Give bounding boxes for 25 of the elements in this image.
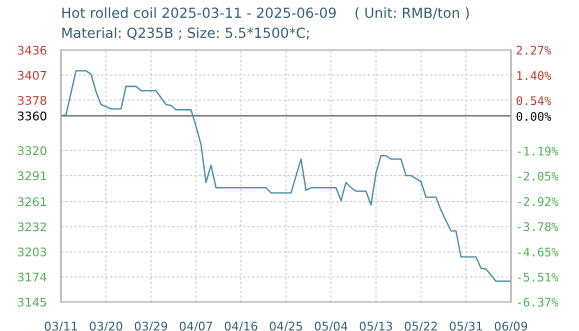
y-tick-label: 3291 <box>18 171 46 180</box>
y-tick-label: 3174 <box>18 272 46 282</box>
chart-subtitle: Material: Q235B ; Size: 5.5*1500*C; <box>62 27 309 40</box>
chart-title: Hot rolled coil 2025-03-11 - 2025-06-09 ( Unit: RMB/ton ) <box>62 7 469 20</box>
y2-tick-label: 0.00% <box>516 112 552 121</box>
y2-tick-label: -2.05% <box>518 172 558 181</box>
y2-tick-label: -5.51% <box>518 272 558 282</box>
y2-tick-label: -2.92% <box>518 197 558 206</box>
y2-tick-label: 0.54% <box>516 96 552 106</box>
y-tick-label: 3360 <box>18 112 46 120</box>
y-tick-label: 3232 <box>18 222 46 232</box>
y-tick-label: 3145 <box>18 298 46 307</box>
y2-tick-label: -6.37% <box>518 298 558 307</box>
line-series <box>61 70 511 282</box>
y-tick-label: 3407 <box>18 70 46 80</box>
y2-tick-label: -4.65% <box>518 248 558 257</box>
y2-tick-label: 2.27% <box>516 46 552 55</box>
y-tick-label: 3436 <box>18 46 46 55</box>
y2-tick-label: 1.40% <box>517 71 552 80</box>
y2-tick-label: -1.19% <box>518 146 558 156</box>
y-tick-label: 3378 <box>18 96 46 105</box>
y-tick-label: 3203 <box>18 247 46 256</box>
y-tick-label: 3261 <box>18 197 46 206</box>
y2-tick-label: -3.78% <box>518 222 558 232</box>
y-tick-label: 3320 <box>18 146 46 156</box>
